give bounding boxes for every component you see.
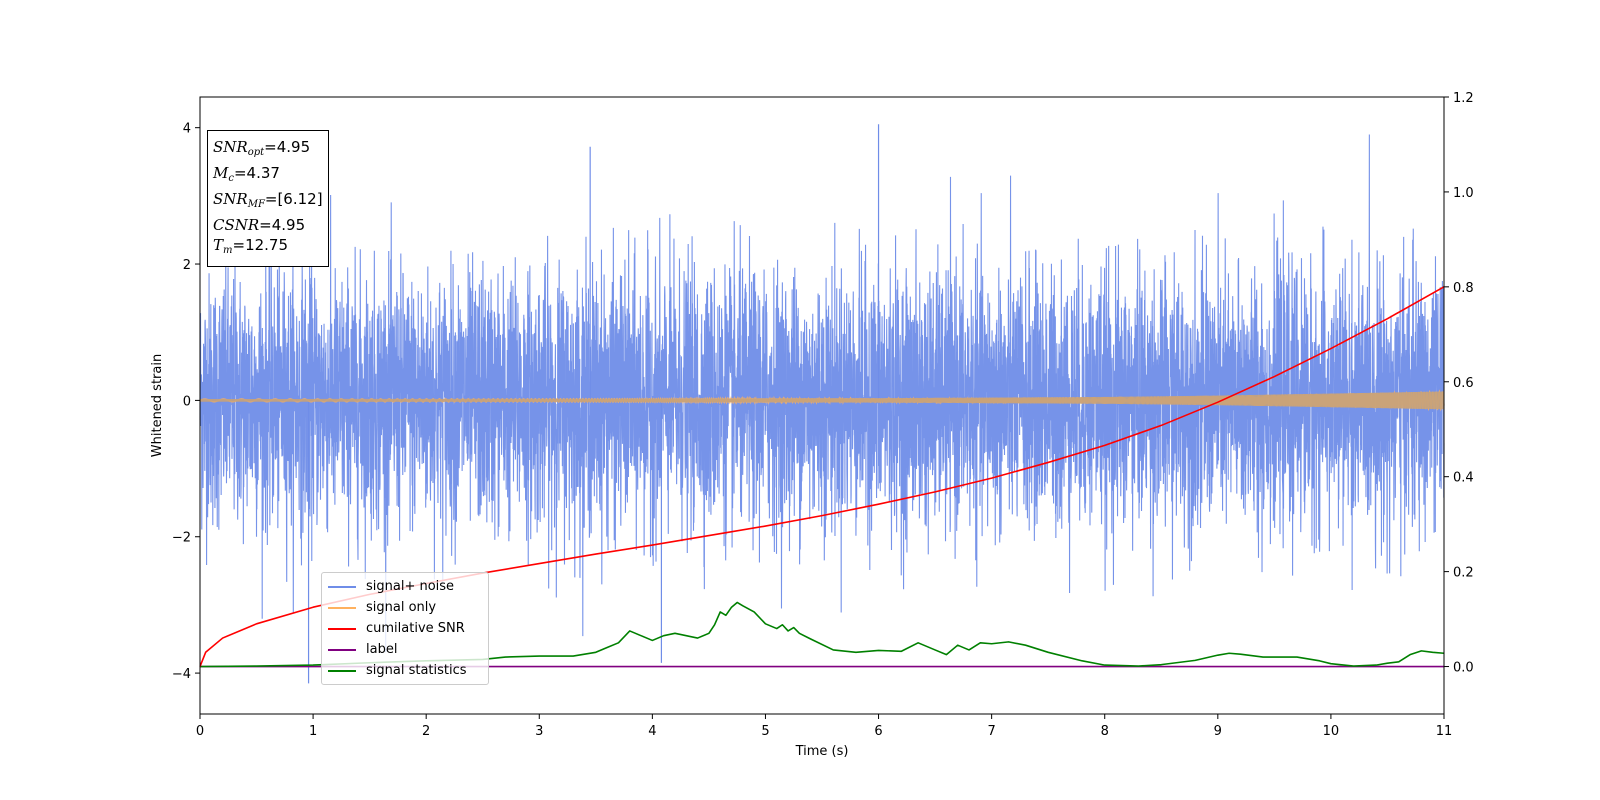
y-left-tick-label: −2 <box>172 531 191 546</box>
y-left-tick-label: −4 <box>172 667 191 682</box>
chart-legend: signal+ noise signal only cumilative SNR… <box>321 572 489 685</box>
x-tick-label: 1 <box>309 724 317 739</box>
legend-swatch <box>328 648 356 651</box>
snr-mf-line: SNRMF=[6.12] <box>213 190 323 210</box>
legend-swatch <box>328 606 356 609</box>
x-tick-label: 4 <box>648 724 656 739</box>
x-tick-label: 2 <box>422 724 430 739</box>
legend-label: signal statistics <box>366 663 467 678</box>
x-tick-label: 5 <box>761 724 769 739</box>
legend-item-signal-only: signal only <box>328 597 482 618</box>
signal-statistics-line <box>199 601 1445 668</box>
legend-label: label <box>366 642 398 657</box>
y-right-tick-label: 0.8 <box>1453 281 1474 296</box>
snr-opt-line: SNRopt=4.95 <box>213 138 311 158</box>
csnr-line: CSNR=4.95 <box>213 216 306 234</box>
plot-frame <box>199 96 1445 715</box>
legend-item-label: label <box>328 639 482 660</box>
legend-label: cumilative SNR <box>366 621 465 636</box>
x-tick-label: 11 <box>1436 724 1453 739</box>
y-right-tick-label: 1.2 <box>1453 91 1474 106</box>
x-axis-label: Time (s) <box>795 744 849 759</box>
legend-item-signal-noise: signal+ noise <box>328 576 482 597</box>
x-tick-label: 7 <box>987 724 995 739</box>
y-right-tick-label: 0.0 <box>1453 661 1474 676</box>
legend-swatch <box>328 627 356 630</box>
legend-swatch <box>328 585 356 588</box>
signal-only-series <box>199 389 1445 412</box>
x-tick-label: 10 <box>1323 724 1340 739</box>
x-tick-label: 0 <box>196 724 204 739</box>
y-right-tick-label: 0.4 <box>1453 471 1474 486</box>
y-right-tick-label: 1.0 <box>1453 186 1474 201</box>
y-left-tick-label: 4 <box>183 122 191 137</box>
cumulative-snr-line <box>199 286 1445 667</box>
legend-swatch <box>328 669 356 672</box>
y-left-tick-label: 0 <box>183 394 191 409</box>
y-right-tick-label: 0.6 <box>1453 376 1474 391</box>
legend-item-signal-statistics: signal statistics <box>328 660 482 681</box>
signal-only-band <box>200 391 1444 410</box>
x-tick-label: 9 <box>1214 724 1222 739</box>
y-axis-label: Whitened strain <box>150 354 165 457</box>
y-right-tick-label: 0.2 <box>1453 566 1474 581</box>
x-tick-label: 3 <box>535 724 543 739</box>
chirp-mass-line: Mc=4.37 <box>213 164 280 184</box>
snr-info-box: SNRopt=4.95 Mc=4.37 SNRMF=[6.12] CSNR=4.… <box>207 130 329 267</box>
x-tick-label: 6 <box>874 724 882 739</box>
y-left-tick-label: 2 <box>183 258 191 273</box>
x-tick-label: 8 <box>1101 724 1109 739</box>
legend-label: signal+ noise <box>366 579 455 594</box>
legend-label: signal only <box>366 600 437 615</box>
legend-item-cumulative-snr: cumilative SNR <box>328 618 482 639</box>
tm-line: Tm=12.75 <box>213 236 289 256</box>
